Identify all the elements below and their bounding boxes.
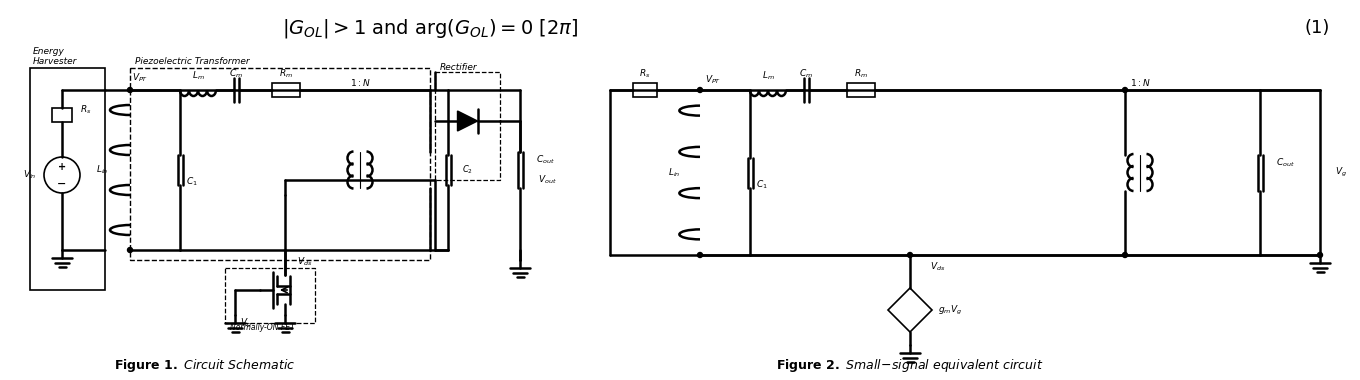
Text: $R_m$: $R_m$ xyxy=(854,68,868,80)
Text: Piezoelectric Transformer: Piezoelectric Transformer xyxy=(135,57,250,66)
Text: $L_{in}$: $L_{in}$ xyxy=(668,166,680,179)
Text: $L_m$: $L_m$ xyxy=(192,70,204,82)
Text: $R_s$: $R_s$ xyxy=(639,68,650,80)
Text: (1): (1) xyxy=(1304,19,1330,37)
Text: $C_2$: $C_2$ xyxy=(462,164,473,176)
Circle shape xyxy=(698,252,703,258)
Bar xyxy=(30,68,105,290)
Bar xyxy=(435,72,500,180)
Text: $V_{out}$: $V_{out}$ xyxy=(539,174,556,186)
Text: $C_m$: $C_m$ xyxy=(798,68,813,80)
Text: $g_m V_g$: $g_m V_g$ xyxy=(938,304,962,317)
Text: $V_{PT}$: $V_{PT}$ xyxy=(132,72,148,84)
Text: +: + xyxy=(58,162,67,172)
Circle shape xyxy=(128,247,132,252)
Text: $1:N$: $1:N$ xyxy=(1130,76,1151,87)
Bar xyxy=(272,83,301,97)
Text: $V_{PT}$: $V_{PT}$ xyxy=(704,74,721,86)
Text: $|G_{OL}| > 1$ and $\mathrm{arg}(G_{OL}) = 0\ [2\pi]$: $|G_{OL}| > 1$ and $\mathrm{arg}(G_{OL})… xyxy=(282,16,578,40)
Bar xyxy=(52,108,72,122)
Text: $V_{ds}$: $V_{ds}$ xyxy=(298,256,313,268)
Text: $L_m$: $L_m$ xyxy=(762,70,774,82)
Bar xyxy=(847,83,874,97)
Text: $C_m$: $C_m$ xyxy=(228,68,243,80)
Text: −: − xyxy=(57,179,67,189)
Bar xyxy=(224,268,316,323)
Text: $\mathbf{Figure\ 1.}$$\ \mathit{Circuit\ Schematic}$: $\mathbf{Figure\ 1.}$$\ \mathit{Circuit\… xyxy=(114,356,295,374)
Polygon shape xyxy=(457,111,477,131)
Circle shape xyxy=(907,252,913,258)
Text: $R_s$: $R_s$ xyxy=(80,104,91,116)
Text: $R_m$: $R_m$ xyxy=(279,68,292,80)
Text: $C_{out}$: $C_{out}$ xyxy=(1276,156,1295,169)
Text: $\mathbf{Figure\ 2.}$$\ \mathit{Small\!-\!signal\ equivalent\ circuit}$: $\mathbf{Figure\ 2.}$$\ \mathit{Small\!-… xyxy=(777,356,1043,374)
Text: $V_g$: $V_g$ xyxy=(1336,166,1346,179)
Text: $C_1$: $C_1$ xyxy=(756,178,768,191)
Bar xyxy=(131,68,430,260)
Text: $L_{in}$: $L_{in}$ xyxy=(95,164,107,176)
Text: $C_1$: $C_1$ xyxy=(186,176,199,188)
Circle shape xyxy=(128,87,132,92)
Text: Rectifier: Rectifier xyxy=(441,62,477,71)
Text: Harvester: Harvester xyxy=(33,57,78,65)
Text: $V_g$: $V_g$ xyxy=(239,317,252,329)
Bar xyxy=(632,83,657,97)
Text: $V_{in}$: $V_{in}$ xyxy=(23,169,37,181)
Text: $V_{ds}$: $V_{ds}$ xyxy=(930,261,945,273)
Circle shape xyxy=(1122,87,1127,92)
Circle shape xyxy=(698,87,703,92)
Circle shape xyxy=(1122,252,1127,258)
Circle shape xyxy=(1318,252,1322,258)
Text: $C_{out}$: $C_{out}$ xyxy=(536,154,555,166)
Text: $1:N$: $1:N$ xyxy=(350,76,370,87)
Text: Normally-ON FET: Normally-ON FET xyxy=(230,323,295,332)
Text: Energy: Energy xyxy=(33,48,65,57)
